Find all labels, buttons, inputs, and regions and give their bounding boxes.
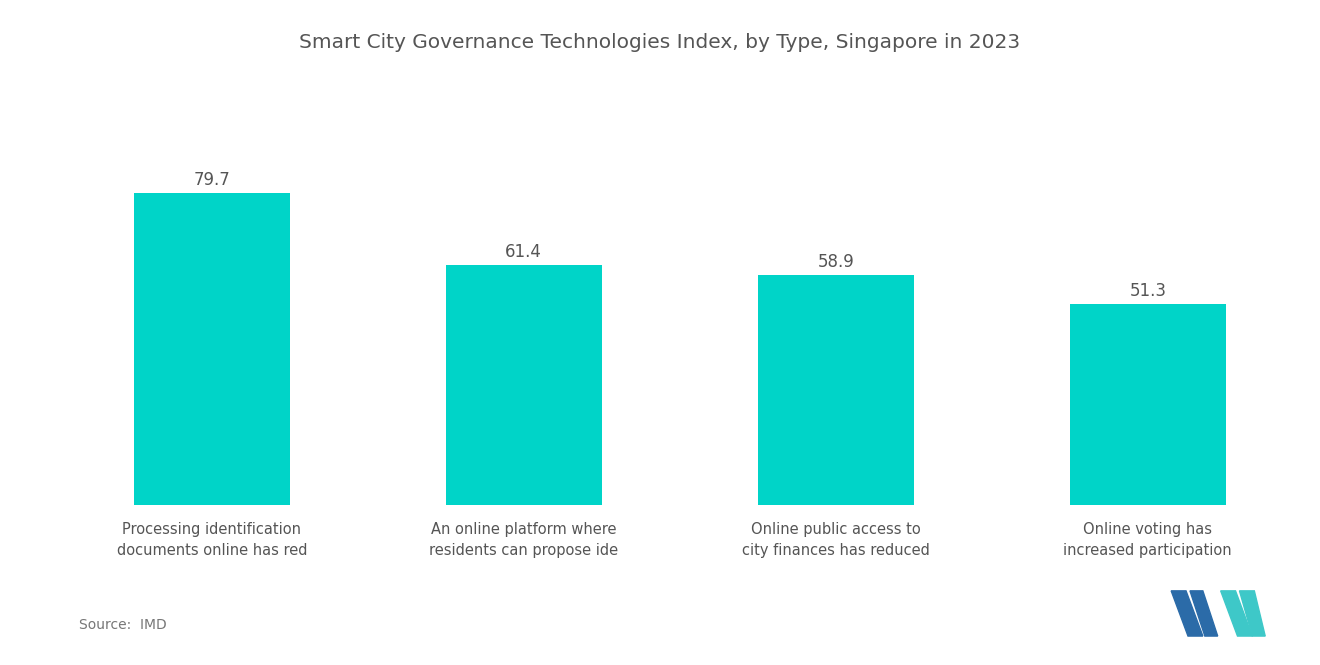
Text: 79.7: 79.7	[194, 171, 230, 189]
Text: 58.9: 58.9	[817, 253, 854, 271]
Polygon shape	[1191, 591, 1217, 636]
Bar	[133, 193, 290, 505]
Bar	[758, 275, 913, 505]
Polygon shape	[1239, 591, 1265, 636]
Text: Source:  IMD: Source: IMD	[79, 618, 166, 632]
Polygon shape	[1221, 591, 1253, 636]
Text: 61.4: 61.4	[506, 243, 543, 261]
Text: Smart City Governance Technologies Index, by Type, Singapore in 2023: Smart City Governance Technologies Index…	[300, 33, 1020, 53]
Polygon shape	[1171, 591, 1203, 636]
Text: 51.3: 51.3	[1130, 283, 1167, 301]
Bar	[446, 265, 602, 505]
Bar	[1069, 305, 1226, 505]
